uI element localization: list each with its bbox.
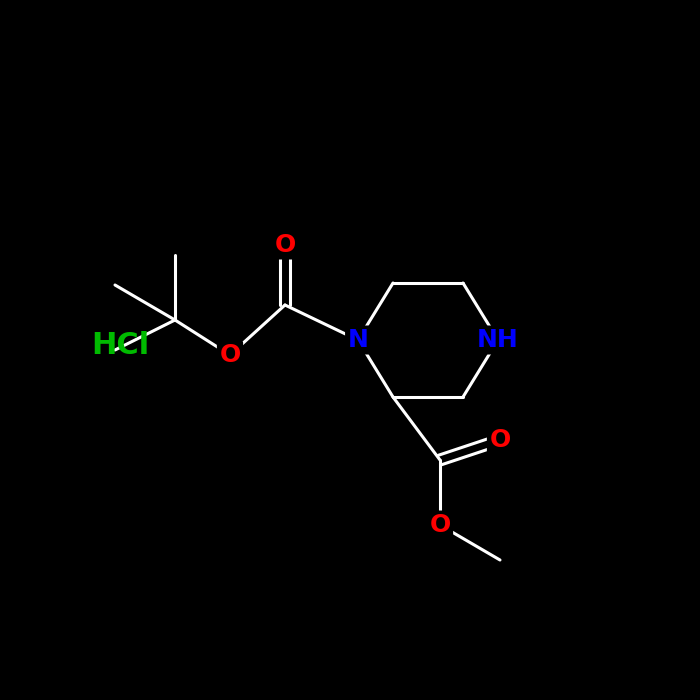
- Text: O: O: [274, 233, 295, 257]
- Text: HCl: HCl: [91, 330, 149, 360]
- Text: NH: NH: [477, 328, 519, 352]
- Text: N: N: [348, 328, 368, 352]
- Text: O: O: [489, 428, 510, 452]
- Text: O: O: [429, 513, 451, 537]
- Text: O: O: [219, 343, 241, 367]
